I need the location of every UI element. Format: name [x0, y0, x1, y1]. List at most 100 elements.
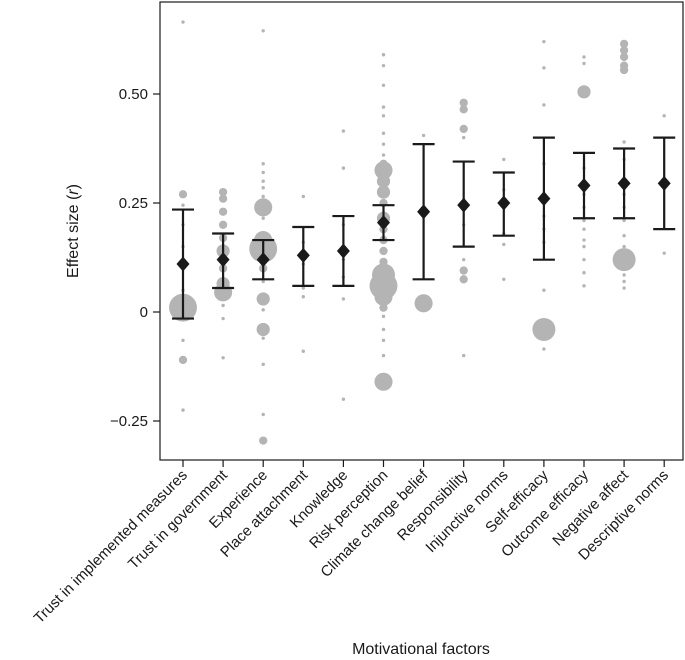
study-point: [381, 53, 386, 57]
study-point: [459, 124, 468, 134]
study-point: [381, 83, 386, 87]
study-point: [622, 234, 626, 238]
study-point: [462, 257, 466, 262]
pooled-effect-diamond: [296, 247, 310, 263]
study-point: [582, 227, 586, 231]
pooled-effect-diamond: [176, 256, 190, 272]
study-point: [261, 179, 265, 183]
y-tick-label: 0.50: [119, 86, 148, 103]
y-axis-title-symbol: r: [65, 189, 82, 195]
pooled-effect-diamond: [216, 252, 230, 268]
study-point: [622, 140, 626, 144]
study-point: [178, 190, 188, 199]
study-point: [261, 29, 265, 33]
study-point: [256, 322, 270, 337]
study-point: [542, 347, 546, 351]
study-point: [381, 314, 386, 319]
study-point: [261, 336, 265, 340]
pooled-effect-diamond: [457, 197, 471, 213]
plot-frame: [159, 1, 684, 461]
study-point: [261, 412, 265, 417]
study-point: [301, 295, 305, 299]
study-point: [381, 353, 386, 358]
pooled-effect-diamond: [617, 175, 631, 191]
study-point: [341, 166, 346, 170]
study-point: [376, 174, 391, 188]
study-point: [542, 288, 546, 292]
study-point: [619, 39, 629, 49]
study-point: [376, 185, 391, 199]
study-point: [181, 338, 185, 343]
study-point: [381, 327, 386, 332]
study-point: [261, 170, 265, 175]
study-point: [462, 135, 466, 140]
study-point: [622, 244, 626, 249]
y-tick-label: −0.25: [110, 413, 148, 430]
y-axis-title: Effect size (r): [65, 184, 82, 278]
study-point: [301, 349, 305, 353]
study-point: [261, 362, 265, 367]
study-point: [181, 408, 185, 412]
study-point: [577, 85, 591, 99]
y-axis-title-prefix: Effect size (: [65, 194, 82, 278]
study-point: [374, 287, 393, 306]
study-point: [582, 271, 586, 275]
study-point: [622, 273, 626, 277]
pooled-effect-diamond: [497, 195, 511, 211]
y-axis-title-suffix: ): [65, 184, 82, 189]
study-point: [662, 251, 666, 255]
pooled-effect-diamond: [377, 215, 390, 231]
study-point: [582, 244, 586, 249]
study-point: [502, 242, 506, 247]
study-point: [221, 303, 225, 308]
pooled-effect-diamond: [577, 178, 591, 194]
study-point: [381, 131, 386, 135]
study-point: [261, 279, 265, 284]
study-point: [622, 286, 626, 290]
study-point: [459, 98, 468, 107]
study-point: [261, 216, 265, 220]
study-point: [341, 397, 346, 401]
pooled-effect-diamond: [657, 175, 671, 191]
study-point: [261, 194, 265, 199]
study-point: [181, 20, 185, 24]
study-point: [619, 46, 629, 55]
x-axis-title: Motivational factors: [352, 641, 490, 658]
study-point: [532, 317, 556, 341]
study-point: [421, 133, 426, 138]
study-point: [622, 279, 626, 284]
study-point: [459, 266, 468, 275]
study-point: [542, 39, 546, 44]
study-point: [662, 114, 666, 118]
study-point: [259, 436, 268, 445]
study-point: [374, 161, 393, 180]
study-point: [582, 55, 586, 59]
study-point: [181, 203, 185, 207]
study-point: [341, 129, 346, 133]
study-point: [502, 277, 506, 281]
x-category-label: Trust in implemented measures: [31, 467, 191, 627]
study-point: [542, 103, 546, 107]
study-point: [619, 52, 629, 62]
study-point: [381, 105, 386, 109]
study-point: [254, 198, 273, 217]
study-point: [218, 220, 228, 229]
study-point: [379, 246, 388, 256]
study-point: [341, 297, 346, 301]
y-tick-label: 0.25: [119, 195, 148, 212]
pooled-effect-diamond: [256, 252, 270, 268]
study-point: [218, 187, 228, 197]
study-point: [261, 162, 265, 166]
y-tick-label: 0: [140, 304, 148, 321]
study-point: [459, 105, 468, 114]
study-point: [381, 338, 386, 343]
study-point: [502, 157, 506, 162]
study-point: [622, 266, 626, 271]
pooled-effect-diamond: [336, 243, 350, 259]
study-point: [582, 61, 586, 66]
study-point: [261, 308, 265, 312]
study-point: [381, 114, 386, 118]
study-point: [379, 303, 388, 312]
study-point: [218, 194, 228, 203]
